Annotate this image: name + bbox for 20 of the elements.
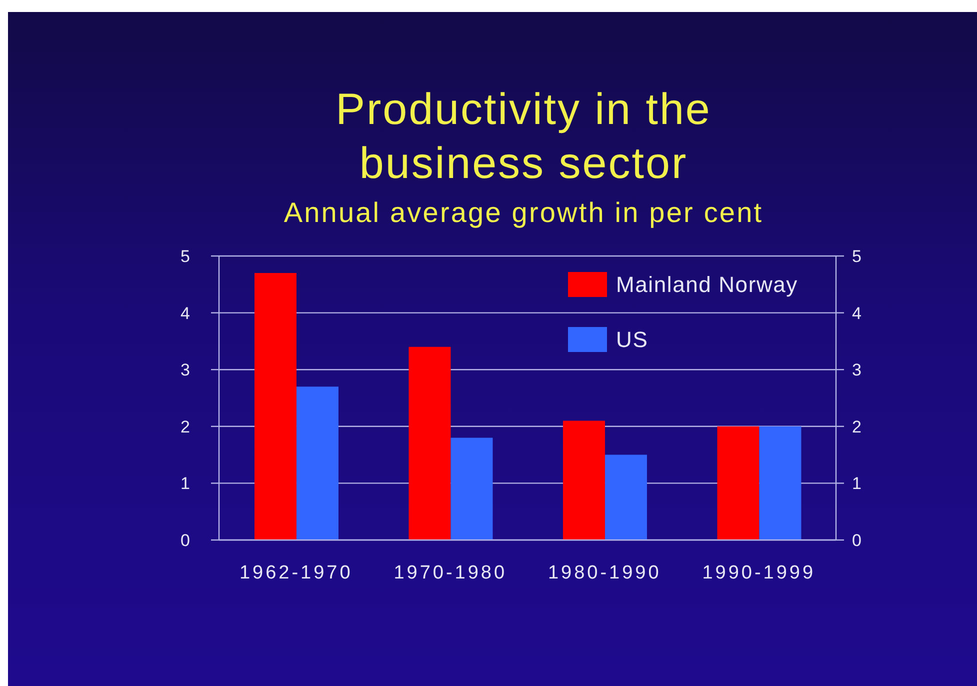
- y2-tick-label: 2: [852, 417, 862, 436]
- legend-label: Mainland Norway: [616, 272, 798, 298]
- y2-tick-label: 0: [852, 531, 862, 550]
- x-tick-label: 1970-1980: [394, 562, 508, 584]
- x-tick-label: 1980-1990: [548, 562, 662, 584]
- y-tick-label: 4: [180, 304, 190, 323]
- y-tick-label: 0: [180, 531, 190, 550]
- y-tick-label: 5: [180, 247, 190, 266]
- x-tick-label: 1990-1999: [702, 562, 816, 584]
- y2-tick-label: 3: [852, 360, 862, 380]
- y2-tick-label: 5: [852, 247, 862, 266]
- legend-label: US: [616, 326, 648, 352]
- y-tick-label: 2: [180, 417, 190, 436]
- y-tick-label: 3: [180, 360, 190, 380]
- x-tick-label: 1962-1970: [239, 562, 353, 584]
- y2-tick-label: 1: [852, 474, 862, 494]
- chart-title: Productivity in the business sector: [334, 84, 712, 190]
- y2-tick-label: 4: [852, 304, 862, 323]
- y-tick-label: 1: [180, 474, 190, 494]
- chart-subtitle: Annual average growth in per cent: [284, 196, 764, 230]
